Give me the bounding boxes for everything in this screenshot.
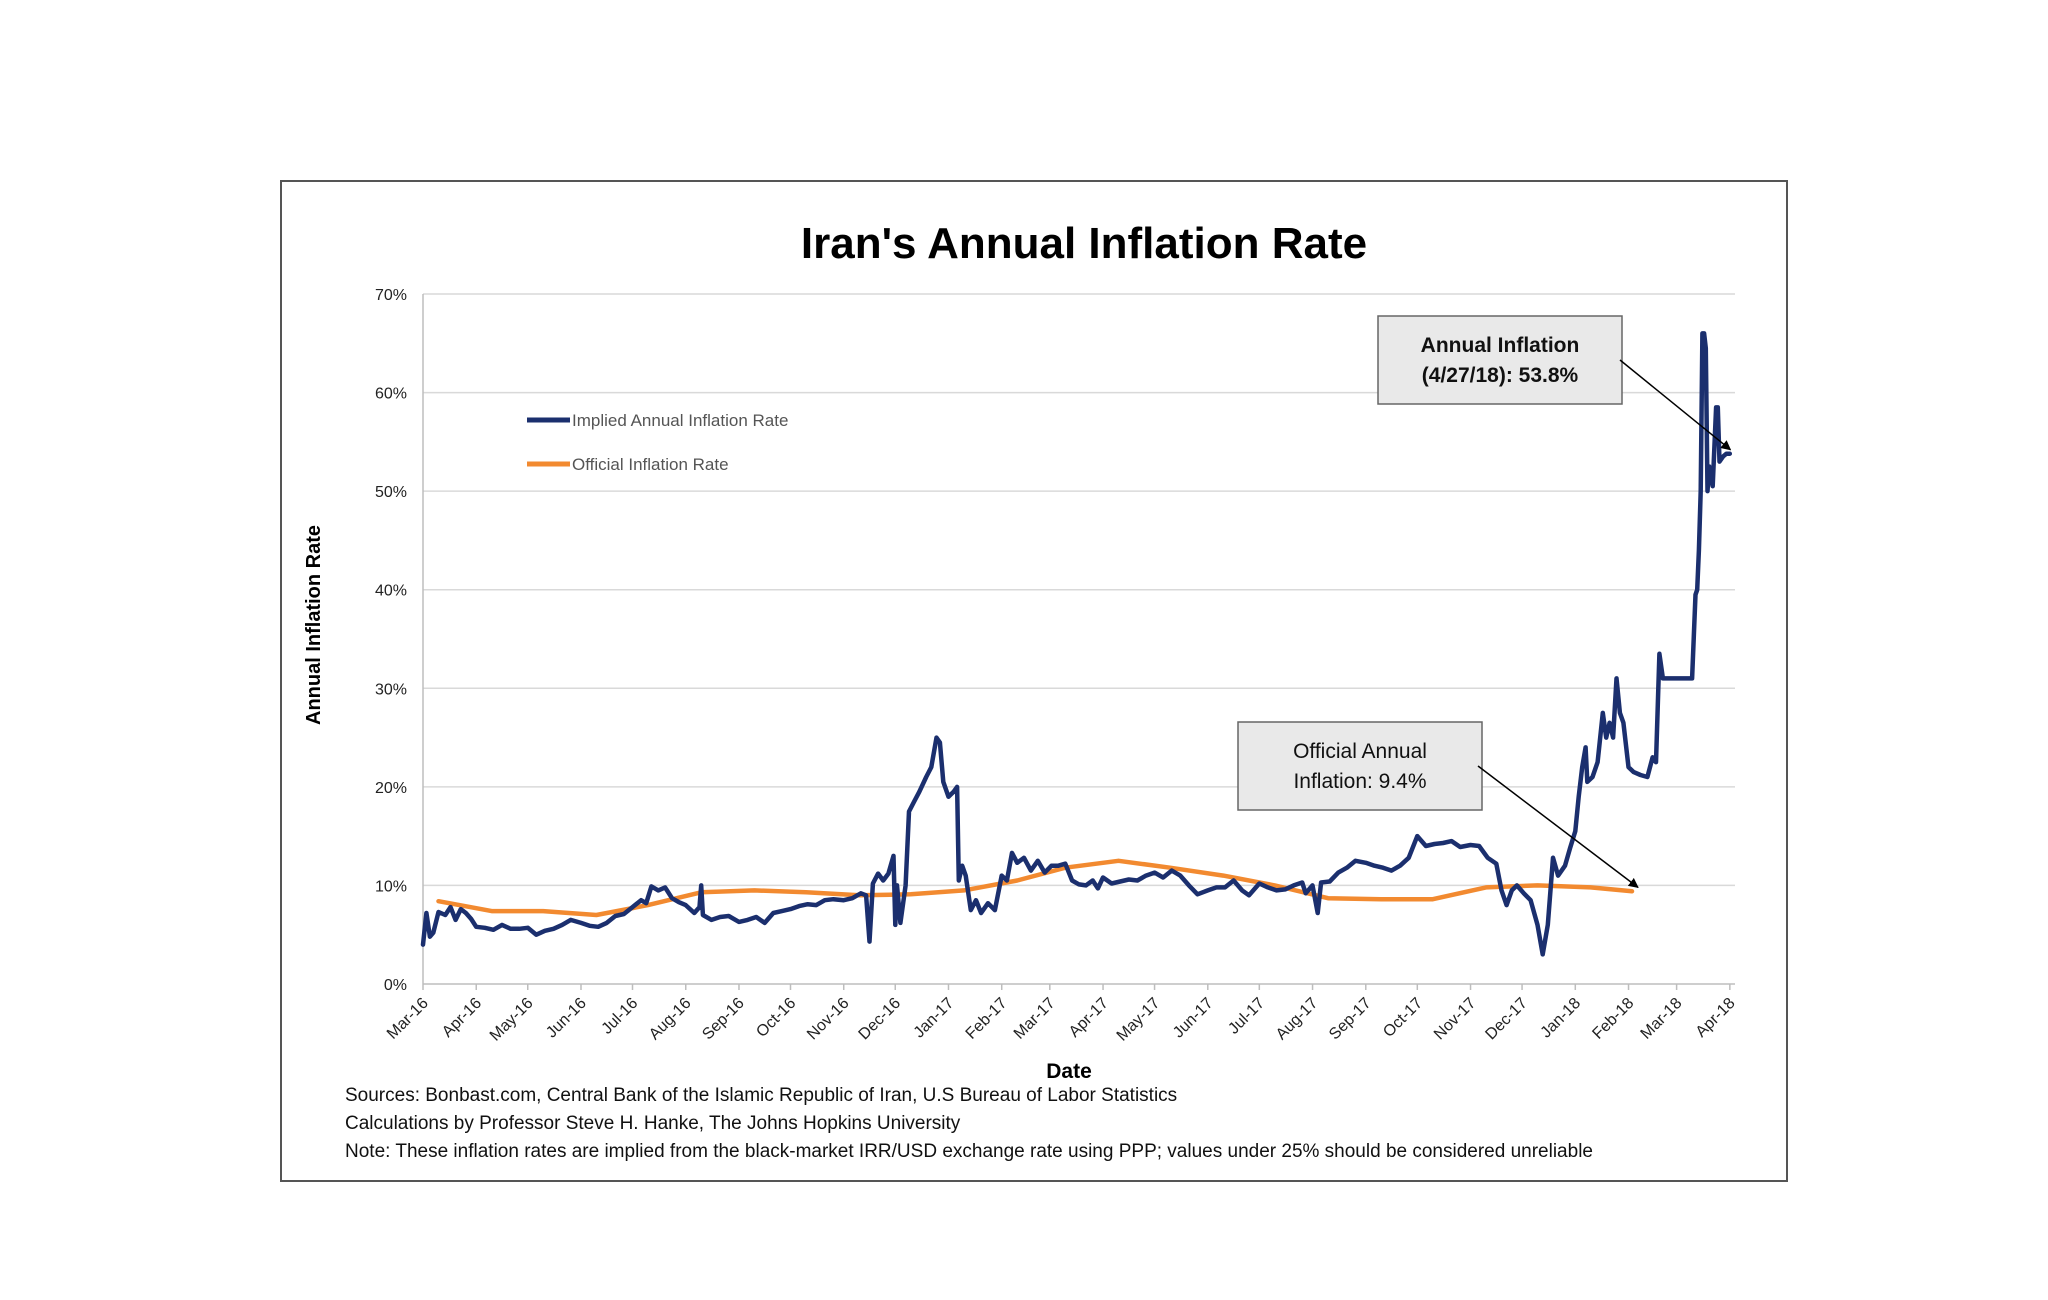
x-tick-label: Aug-16 [646,995,695,1044]
implied-annotation-arrow [1619,359,1732,451]
y-tick-labels: 0% 10% 20% 30% 40% 50% 60% 70% [375,287,407,994]
x-tick-label: Jul-17 [1225,995,1268,1038]
x-tick-label: Jun-17 [1170,995,1217,1042]
x-tick-labels: Mar-16 Apr-16 May-16 Jun-16 Jul-16 Aug-16 Sep-… [384,984,1739,1045]
x-tick-label: Jun-16 [543,995,590,1042]
note-text: Note: These inflation rates are implied … [345,1141,1593,1162]
x-tick-label: Dec-16 [856,995,905,1044]
official-annotation-text: Inflation: 9.4% [1293,770,1426,793]
legend-label: Official Inflation Rate [572,455,729,474]
y-tick-label: 30% [375,681,407,698]
x-tick-label: Oct-17 [1380,995,1426,1041]
x-tick-label: Aug-17 [1273,995,1322,1044]
calculations-text: Calculations by Professor Steve H. Hanke… [345,1113,961,1134]
x-tick-label: Nov-16 [804,995,853,1044]
y-tick-label: 40% [375,583,407,600]
implied-annotation-text: Annual Inflation [1421,334,1580,357]
x-tick-label: Dec-17 [1482,995,1531,1044]
x-tick-label: Oct-16 [753,995,799,1041]
x-tick-label: Jan-18 [1538,995,1585,1042]
implied-annotation-box [1377,315,1623,405]
sources-text: Sources: Bonbast.com, Central Bank of th… [345,1085,1178,1106]
y-tick-label: 70% [375,287,407,304]
y-tick-label: 50% [375,484,407,501]
legend: Implied Annual Inflation Rate Official In… [527,411,788,474]
x-tick-label: Apr-16 [439,995,485,1041]
series-lines [420,331,1733,957]
official-annotation-arrow [1477,765,1639,888]
x-tick-label: Sep-17 [1326,995,1375,1044]
implied-annotation-text: (4/27/18): 53.8% [1422,364,1579,387]
implied-inflation-line [420,331,1733,957]
x-tick-label: Nov-17 [1431,995,1480,1044]
y-tick-label: 10% [375,878,407,895]
chart-title: Iran's Annual Inflation Rate [801,219,1367,268]
official-annotation-text: Official Annual [1293,740,1427,763]
x-tick-label: Jul-16 [599,995,642,1038]
annotations: Annual Inflation (4/27/18): 53.8% Official… [1237,315,1732,888]
y-axis-label: Annual Inflation Rate [303,525,325,725]
x-axis-label: Date [1046,1060,1092,1083]
y-tick-label: 0% [384,977,407,994]
x-tick-label: Sep-16 [699,995,748,1044]
x-tick-label: Feb-17 [963,995,1011,1043]
official-inflation-line [436,858,1635,918]
legend-label: Implied Annual Inflation Rate [572,411,788,430]
x-tick-label: Mar-18 [1638,995,1686,1043]
x-tick-label: Apr-18 [1693,995,1739,1041]
x-tick-label: Apr-17 [1066,995,1112,1041]
x-tick-label: Mar-16 [384,995,432,1043]
x-tick-label: May-17 [1114,995,1164,1045]
x-tick-label: Jan-17 [911,995,958,1042]
y-tick-label: 60% [375,386,407,403]
x-tick-label: May-16 [487,995,537,1045]
x-tick-label: Mar-17 [1011,995,1059,1043]
official-annotation-box [1237,721,1483,811]
y-tick-label: 20% [375,780,407,797]
x-tick-label: Feb-18 [1589,995,1637,1043]
